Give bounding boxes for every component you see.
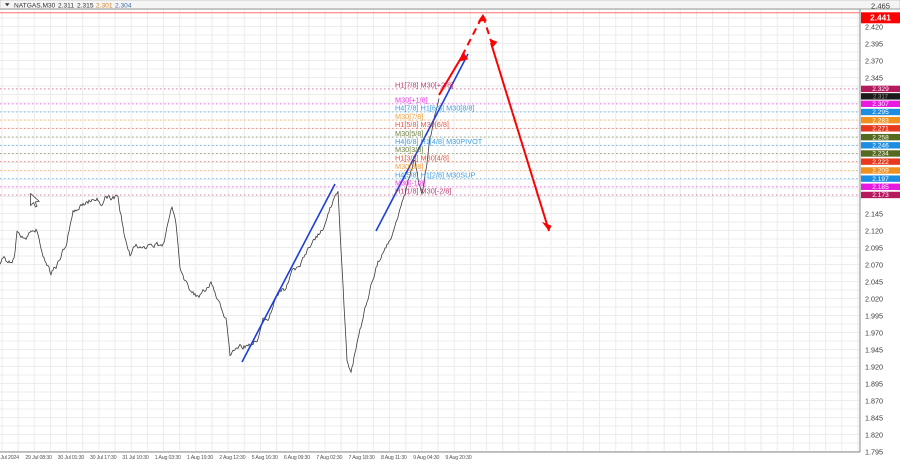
svg-text:1.870: 1.870 (865, 396, 883, 405)
svg-text:7 Aug 02:30: 7 Aug 02:30 (316, 455, 342, 461)
svg-text:5 Aug 16:30: 5 Aug 16:30 (252, 455, 278, 461)
svg-text:2.370: 2.370 (865, 56, 883, 65)
svg-text:2.271: 2.271 (872, 126, 889, 133)
svg-text:2 Aug 12:30: 2 Aug 12:30 (219, 455, 245, 461)
svg-text:2.209: 2.209 (872, 168, 889, 175)
svg-text:H1[7/8] M30[+2/8]: H1[7/8] M30[+2/8] (395, 81, 453, 90)
svg-text:H1[3/8] M30[4/8]: H1[3/8] M30[4/8] (395, 153, 449, 162)
svg-text:8 Aug 11:30: 8 Aug 11:30 (381, 455, 407, 461)
svg-text:6 Aug 09:30: 6 Aug 09:30 (284, 455, 310, 461)
svg-text:2.395: 2.395 (865, 39, 883, 48)
svg-text:2.145: 2.145 (865, 209, 883, 218)
svg-text:NATGAS,M30: NATGAS,M30 (14, 2, 56, 9)
svg-text:2.283: 2.283 (872, 117, 889, 124)
svg-text:1.970: 1.970 (865, 328, 883, 337)
svg-text:2.246: 2.246 (872, 143, 889, 150)
svg-text:31 Jul 10:30: 31 Jul 10:30 (122, 455, 149, 461)
svg-text:30 Jul 17:30: 30 Jul 17:30 (90, 455, 117, 461)
svg-text:2.441: 2.441 (870, 13, 891, 23)
svg-text:1.920: 1.920 (865, 362, 883, 371)
svg-text:2.222: 2.222 (872, 159, 889, 166)
svg-text:2.465: 2.465 (871, 1, 890, 10)
svg-text:1.845: 1.845 (865, 413, 883, 422)
svg-text:1.795: 1.795 (865, 447, 883, 456)
svg-text:1.995: 1.995 (865, 311, 883, 320)
svg-text:2.185: 2.185 (872, 184, 889, 191)
svg-text:9 Aug 20:30: 9 Aug 20:30 (445, 455, 471, 461)
svg-text:2.317: 2.317 (873, 95, 889, 101)
svg-text:2.307: 2.307 (872, 101, 889, 108)
svg-text:2.045: 2.045 (865, 277, 883, 286)
svg-text:1 Aug 03:30: 1 Aug 03:30 (155, 455, 181, 461)
svg-text:2.234: 2.234 (872, 151, 889, 158)
svg-text:1.820: 1.820 (865, 430, 883, 439)
svg-text:2.258: 2.258 (872, 134, 889, 141)
svg-text:2.070: 2.070 (865, 260, 883, 269)
svg-text:2.304: 2.304 (115, 2, 132, 9)
svg-text:H1[1/8] M30[-2/8]: H1[1/8] M30[-2/8] (395, 187, 451, 196)
svg-text:2.329: 2.329 (872, 86, 889, 93)
svg-text:2.197: 2.197 (872, 176, 889, 183)
svg-text:28 Jul 2024: 28 Jul 2024 (0, 455, 19, 461)
svg-text:2.173: 2.173 (872, 192, 889, 199)
svg-text:1 Aug 19:30: 1 Aug 19:30 (187, 455, 213, 461)
svg-text:29 Jul 08:30: 29 Jul 08:30 (25, 455, 52, 461)
svg-text:H1[5/8] M30[6/8]: H1[5/8] M30[6/8] (395, 120, 449, 129)
svg-text:9 Aug 04:30: 9 Aug 04:30 (413, 455, 439, 461)
svg-text:2.345: 2.345 (865, 73, 883, 82)
svg-text:2.301: 2.301 (96, 2, 113, 9)
svg-text:2.120: 2.120 (865, 226, 883, 235)
svg-text:2.420: 2.420 (865, 22, 883, 31)
svg-text:30 Jul 01:30: 30 Jul 01:30 (58, 455, 85, 461)
svg-text:2.295: 2.295 (872, 109, 889, 116)
svg-text:2.311: 2.311 (58, 2, 74, 9)
svg-text:1.895: 1.895 (865, 379, 883, 388)
svg-text:2.315: 2.315 (77, 2, 94, 9)
svg-text:2.095: 2.095 (865, 243, 883, 252)
svg-text:1.945: 1.945 (865, 345, 883, 354)
svg-text:2.020: 2.020 (865, 294, 883, 303)
svg-text:7 Aug 18:30: 7 Aug 18:30 (349, 455, 375, 461)
